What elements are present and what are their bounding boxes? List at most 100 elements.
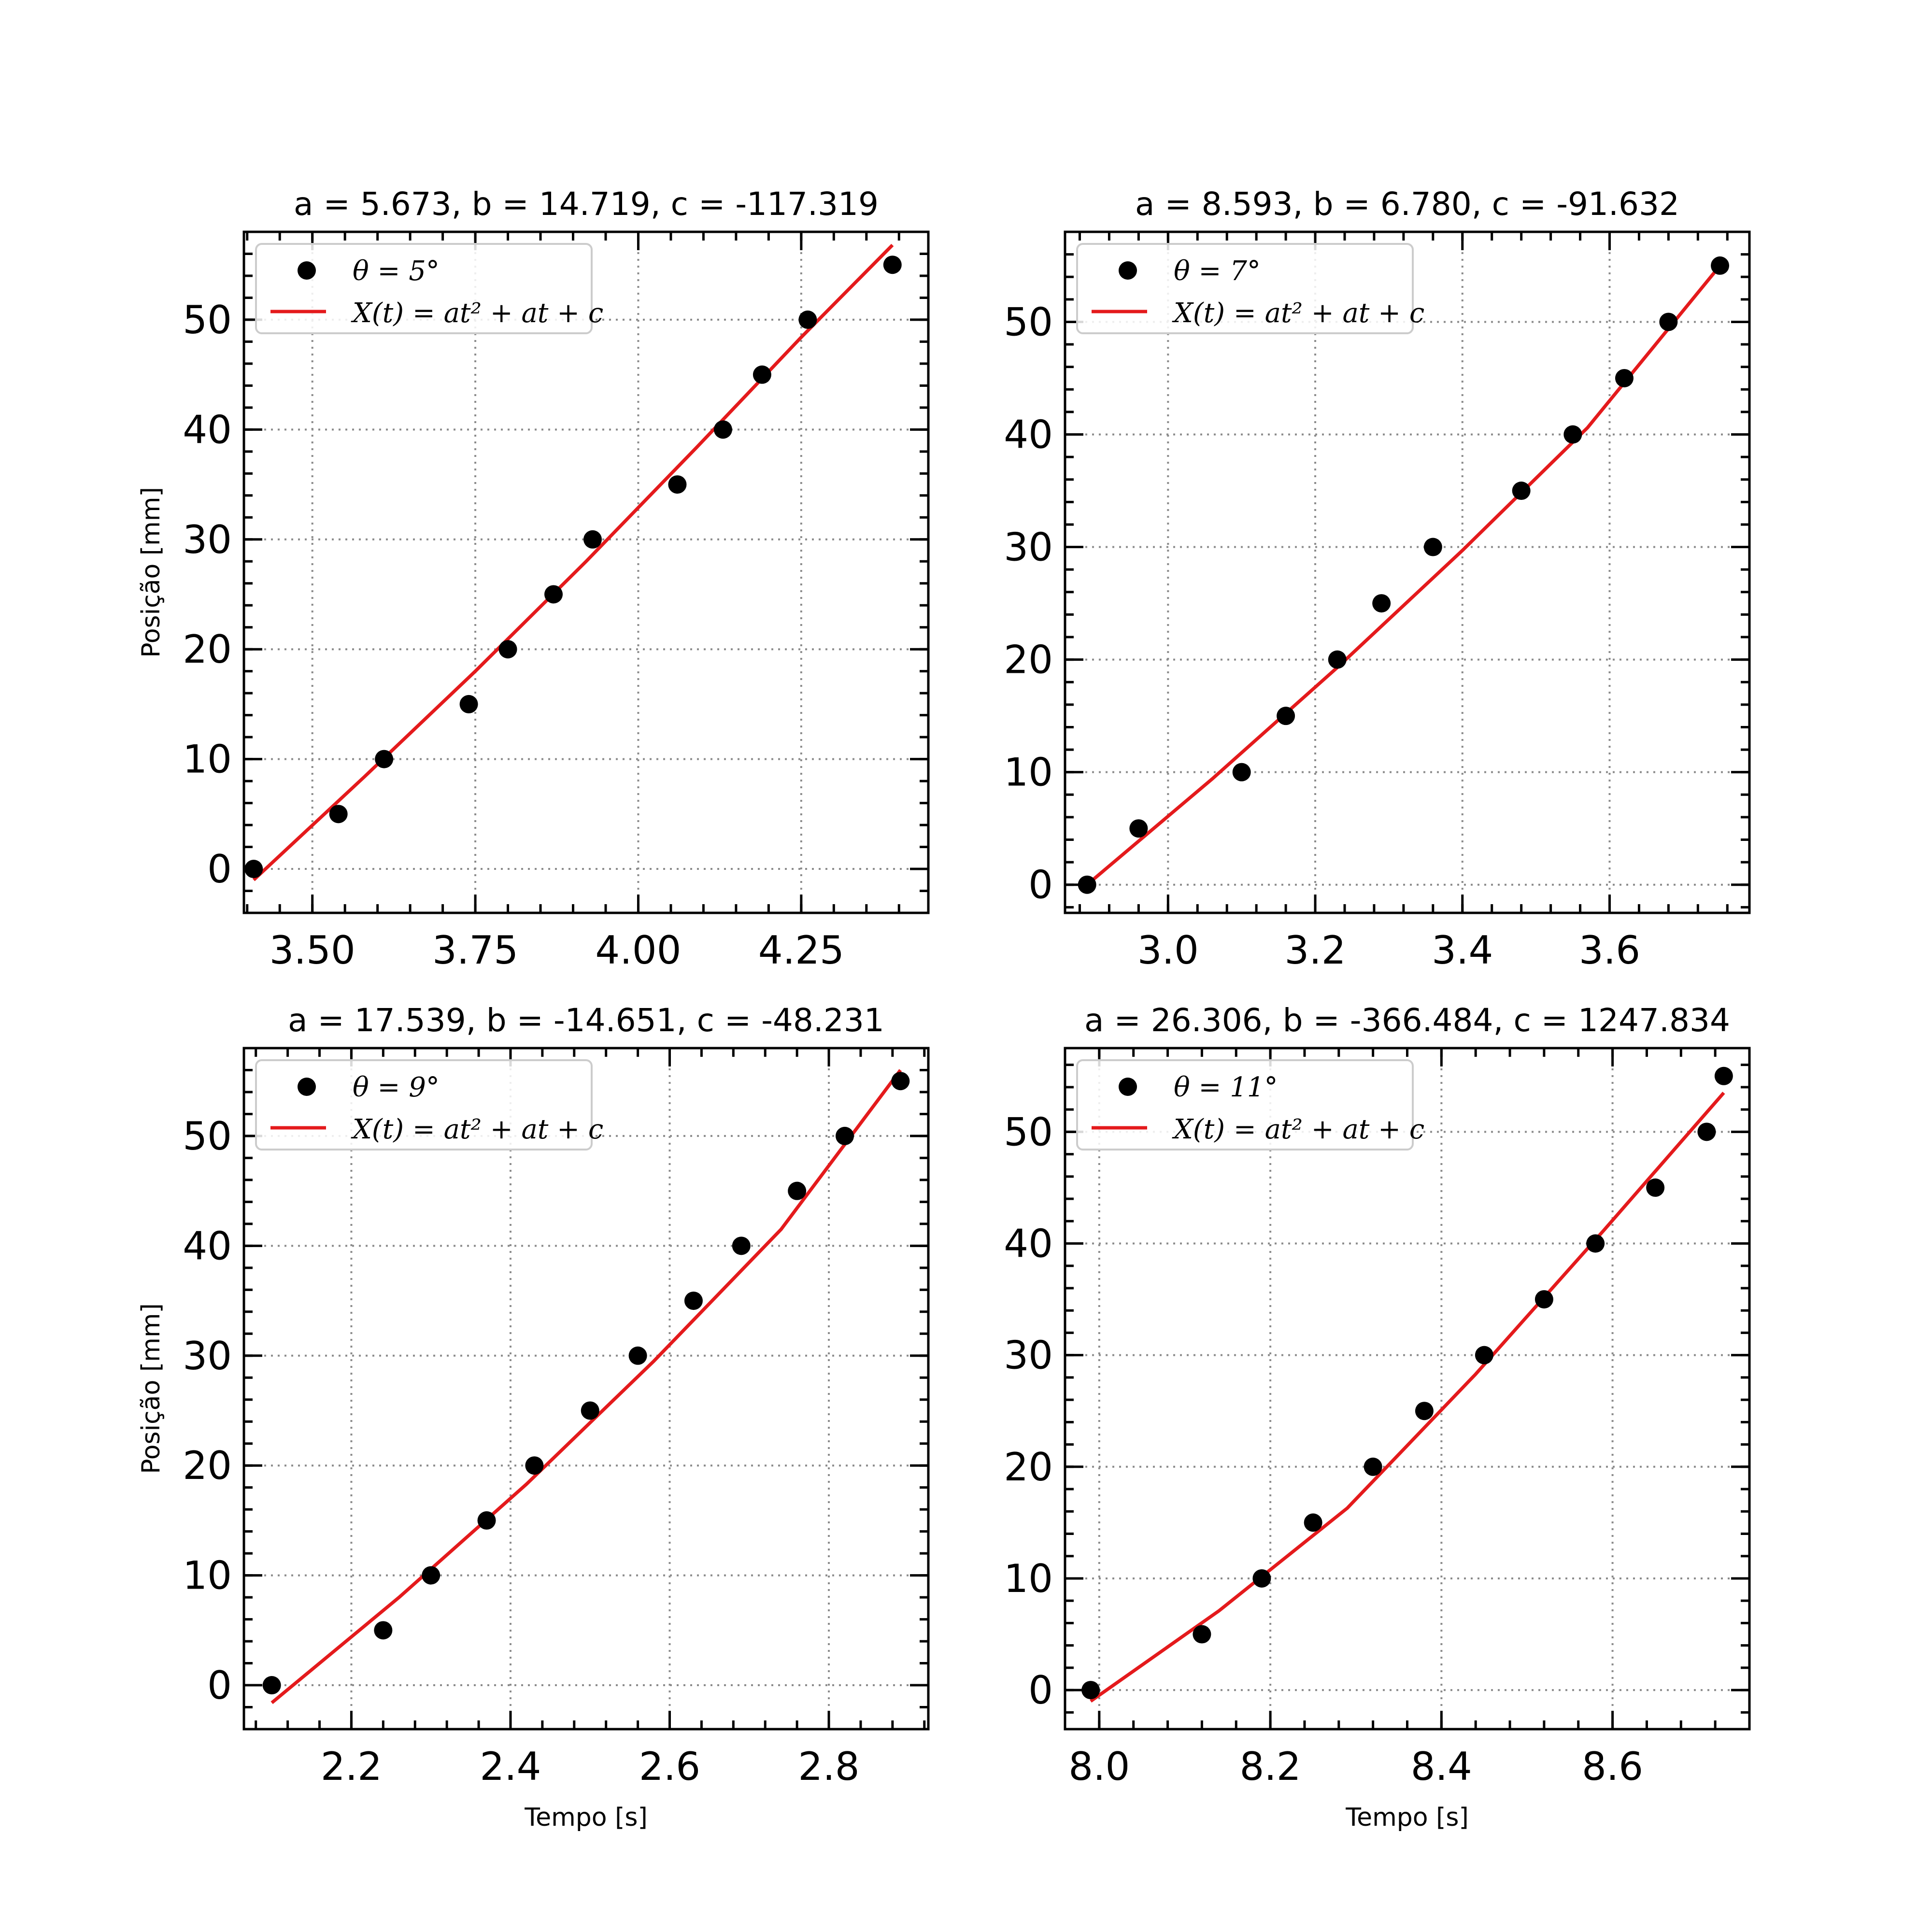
y-tick-label: 0 (1028, 863, 1053, 908)
x-tick-label: 2.8 (798, 1744, 859, 1789)
legend-marker-points (1119, 1078, 1137, 1096)
y-tick-label: 50 (1004, 1109, 1053, 1154)
y-tick-label: 40 (183, 1223, 232, 1268)
data-point (753, 365, 771, 384)
y-tick-label: 20 (183, 1443, 232, 1488)
x-tick-label: 3.6 (1579, 928, 1640, 973)
x-tick-label: 4.00 (595, 928, 681, 973)
data-point (668, 475, 687, 494)
chart-title: a = 17.539, b = -14.651, c = -48.231 (288, 1002, 884, 1039)
data-point (1372, 594, 1391, 613)
y-tick-label: 10 (1004, 1556, 1053, 1601)
data-point (1193, 1625, 1211, 1644)
data-point (1328, 650, 1347, 669)
plot-frame (1064, 1047, 1751, 1731)
legend: θ = 5° X(t) = at² + at + c (255, 243, 603, 334)
legend-label-points: θ = 5° (353, 256, 440, 287)
data-point (1078, 875, 1096, 894)
x-axis-label: Tempo [s] (1345, 1803, 1469, 1832)
chart-title: a = 8.593, b = 6.780, c = -91.632 (1135, 185, 1679, 223)
legend: θ = 9° X(t) = at² + at + c (255, 1059, 603, 1151)
x-tick-label: 3.2 (1284, 928, 1346, 973)
fit-curve (252, 243, 894, 881)
y-tick-label: 10 (1004, 750, 1053, 795)
chart-panel-4: 8.0 8.2 8.4 8.6 0 10 20 30 40 50 a = 26.306, b = -… (1004, 1002, 1751, 1832)
data-point (1304, 1513, 1322, 1532)
data-point (477, 1511, 496, 1530)
y-tick-label: 10 (183, 737, 232, 782)
data-point (375, 750, 394, 768)
y-tick-label: 40 (1004, 412, 1053, 457)
y-tick-label: 20 (183, 627, 232, 672)
x-tick-label: 2.4 (480, 1744, 541, 1789)
chart-panel-2: 3.0 3.2 3.4 3.6 0 10 20 30 40 50 a = 8.593, b = 6.… (1004, 185, 1751, 973)
data-point (262, 1676, 281, 1695)
fit-curve (270, 1069, 902, 1705)
data-point (581, 1401, 599, 1420)
y-tick-label: 50 (183, 298, 232, 342)
legend-box (1076, 243, 1414, 334)
chart-title: a = 26.306, b = -366.484, c = 1247.834 (1084, 1002, 1730, 1039)
data-point (374, 1621, 393, 1640)
y-tick-label: 50 (183, 1114, 232, 1159)
legend-marker-points (298, 1078, 316, 1096)
legend-label-fit: X(t) = at² + at + c (351, 1114, 603, 1145)
y-tick-label: 0 (207, 847, 232, 892)
data-point (788, 1181, 807, 1200)
y-tick-label: 20 (1004, 1445, 1053, 1490)
chart-title: a = 5.673, b = 14.719, c = -117.319 (294, 185, 879, 223)
data-point (459, 695, 478, 713)
legend-box (1076, 1059, 1414, 1151)
legend-label-fit: X(t) = at² + at + c (1172, 298, 1424, 329)
data-point (883, 256, 902, 274)
data-point (1232, 763, 1251, 781)
legend-label-fit: X(t) = at² + at + c (351, 298, 603, 329)
data-point (1277, 707, 1295, 725)
data-point (1534, 1290, 1553, 1309)
legend-label-points: θ = 7° (1174, 256, 1261, 287)
data-point (498, 640, 517, 659)
data-point (1364, 1457, 1382, 1476)
data-point (684, 1292, 703, 1310)
x-tick-label: 3.50 (270, 928, 355, 973)
data-point (244, 860, 263, 879)
data-point (1252, 1569, 1271, 1588)
data-point (835, 1126, 854, 1145)
data-point (628, 1346, 647, 1365)
data-point (1081, 1681, 1100, 1700)
x-tick-label: 8.4 (1411, 1744, 1472, 1789)
x-tick-label: 4.25 (758, 928, 844, 973)
data-point (1563, 425, 1582, 444)
data-point (422, 1566, 440, 1585)
legend-box (255, 1059, 593, 1151)
fit-curve (1086, 264, 1721, 886)
y-tick-label: 10 (183, 1553, 232, 1598)
x-tick-label: 2.2 (321, 1744, 382, 1789)
x-tick-label: 3.75 (432, 928, 518, 973)
y-tick-label: 30 (183, 517, 232, 562)
legend: θ = 11° X(t) = at² + at + c (1076, 1059, 1424, 1151)
data-point (798, 310, 817, 329)
data-point (1415, 1402, 1434, 1421)
data-point (1646, 1178, 1665, 1197)
y-tick-label: 30 (1004, 525, 1053, 570)
legend-label-points: θ = 9° (353, 1072, 440, 1103)
x-tick-label: 8.0 (1068, 1744, 1130, 1789)
x-tick-label: 2.6 (639, 1744, 700, 1789)
legend-marker-points (1119, 261, 1137, 280)
data-point (1714, 1066, 1733, 1085)
x-tick-label: 8.2 (1239, 1744, 1301, 1789)
y-tick-label: 0 (1028, 1668, 1053, 1713)
data-point (1615, 369, 1634, 387)
plot-frame (242, 1047, 930, 1731)
data-point (1711, 256, 1730, 275)
fit-curve (1090, 1092, 1725, 1703)
y-tick-label: 40 (1004, 1222, 1053, 1266)
plot-frame (242, 230, 930, 914)
data-point (1423, 538, 1442, 556)
y-tick-label: 30 (183, 1334, 232, 1378)
legend-label-points: θ = 11° (1174, 1072, 1278, 1103)
data-point (583, 530, 602, 549)
data-point (1659, 313, 1678, 331)
